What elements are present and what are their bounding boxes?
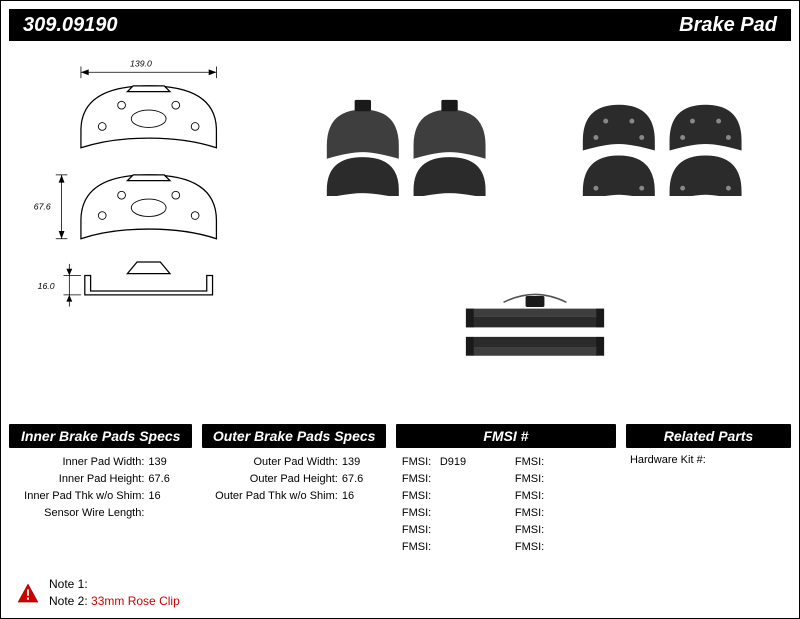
dim-thickness: 16.0 [38, 264, 81, 307]
bracket-side-view: 16.0 [38, 262, 213, 307]
fmsi-label: FMSI: [402, 522, 440, 539]
spec-value: 16 [148, 488, 186, 505]
outer-specs-body: Outer Pad Width:139 Outer Pad Height:67.… [202, 448, 385, 505]
fmsi-header: FMSI # [396, 424, 616, 448]
spec-value: 16 [342, 488, 380, 505]
dim-height-label: 67.6 [34, 202, 51, 212]
fmsi-value [440, 522, 497, 539]
fmsi-block: FMSI # FMSI:D919 FMSI: FMSI: FMSI: FMSI:… [396, 424, 616, 556]
inner-specs: Inner Brake Pads Specs Inner Pad Width:1… [9, 424, 192, 556]
related-label: Hardware Kit #: [630, 454, 706, 466]
spec-value [148, 505, 186, 522]
related-header: Related Parts [626, 424, 791, 448]
fmsi-value [553, 539, 610, 556]
spec-value: 139 [342, 454, 380, 471]
fmsi-value [440, 539, 497, 556]
notes-row: Note 1: Note 2: 33mm Rose Clip [17, 576, 791, 610]
photo-rear-pair [539, 55, 787, 232]
spec-label: Outer Pad Width: [208, 454, 341, 471]
fmsi-value [553, 454, 610, 471]
spec-sheet-page: 309.09190 Brake Pad 139.0 [0, 0, 800, 619]
spec-label: Outer Pad Height: [208, 471, 341, 488]
pad-top-view [81, 86, 216, 148]
inner-specs-body: Inner Pad Width:139 Inner Pad Height:67.… [9, 448, 192, 522]
fmsi-value [553, 522, 610, 539]
spec-label: Sensor Wire Length: [15, 505, 148, 522]
outer-specs-header: Outer Brake Pads Specs [202, 424, 385, 448]
fmsi-label: FMSI: [402, 471, 440, 488]
fmsi-label: FMSI: [515, 471, 553, 488]
spec-section: Inner Brake Pads Specs Inner Pad Width:1… [9, 424, 791, 556]
fmsi-value: D919 [440, 454, 497, 471]
fmsi-col-left: FMSI:D919 FMSI: FMSI: FMSI: FMSI: FMSI: [402, 454, 497, 556]
related-parts: Related Parts Hardware Kit #: [626, 424, 791, 556]
note2-label: Note 2: [49, 594, 88, 608]
spec-label: Outer Pad Thk w/o Shim: [208, 488, 341, 505]
product-type: Brake Pad [679, 14, 777, 37]
fmsi-value [553, 505, 610, 522]
diagram-area: 139.0 [1, 41, 799, 424]
warning-icon [17, 583, 39, 603]
outer-specs: Outer Brake Pads Specs Outer Pad Width:1… [202, 424, 385, 556]
fmsi-label: FMSI: [402, 539, 440, 556]
fmsi-value [553, 488, 610, 505]
dim-width: 139.0 [81, 58, 216, 78]
spec-label: Inner Pad Thk w/o Shim: [15, 488, 148, 505]
dim-thickness-label: 16.0 [38, 281, 55, 291]
note1-label: Note 1: [49, 577, 88, 591]
spec-label: Inner Pad Width: [15, 454, 148, 471]
fmsi-label: FMSI: [515, 488, 553, 505]
fmsi-value [440, 471, 497, 488]
fmsi-col-right: FMSI: FMSI: FMSI: FMSI: FMSI: FMSI: [515, 454, 610, 556]
dim-width-label: 139.0 [130, 58, 152, 68]
fmsi-value [440, 488, 497, 505]
fmsi-label: FMSI: [515, 505, 553, 522]
part-number: 309.09190 [23, 14, 118, 37]
photo-edge-view [283, 240, 787, 417]
technical-drawing: 139.0 [9, 51, 269, 351]
spec-value: 67.6 [342, 471, 380, 488]
product-photos [279, 51, 791, 420]
dim-height: 67.6 [34, 175, 68, 239]
photo-front-pair [283, 55, 531, 232]
fmsi-label: FMSI: [402, 505, 440, 522]
fmsi-label: FMSI: [515, 539, 553, 556]
pad-front-view [81, 175, 216, 239]
fmsi-value [440, 505, 497, 522]
spec-value: 67.6 [148, 471, 186, 488]
fmsi-label: FMSI: [402, 488, 440, 505]
note2-value: 33mm Rose Clip [91, 594, 180, 608]
related-body: Hardware Kit #: [626, 448, 791, 472]
fmsi-label: FMSI: [515, 454, 553, 471]
fmsi-body: FMSI:D919 FMSI: FMSI: FMSI: FMSI: FMSI: … [396, 448, 616, 556]
title-bar: 309.09190 Brake Pad [9, 9, 791, 41]
fmsi-value [553, 471, 610, 488]
spec-label: Inner Pad Height: [15, 471, 148, 488]
fmsi-label: FMSI: [515, 522, 553, 539]
inner-specs-header: Inner Brake Pads Specs [9, 424, 192, 448]
spec-value: 139 [148, 454, 186, 471]
note-lines: Note 1: Note 2: 33mm Rose Clip [49, 576, 180, 610]
fmsi-label: FMSI: [402, 454, 440, 471]
